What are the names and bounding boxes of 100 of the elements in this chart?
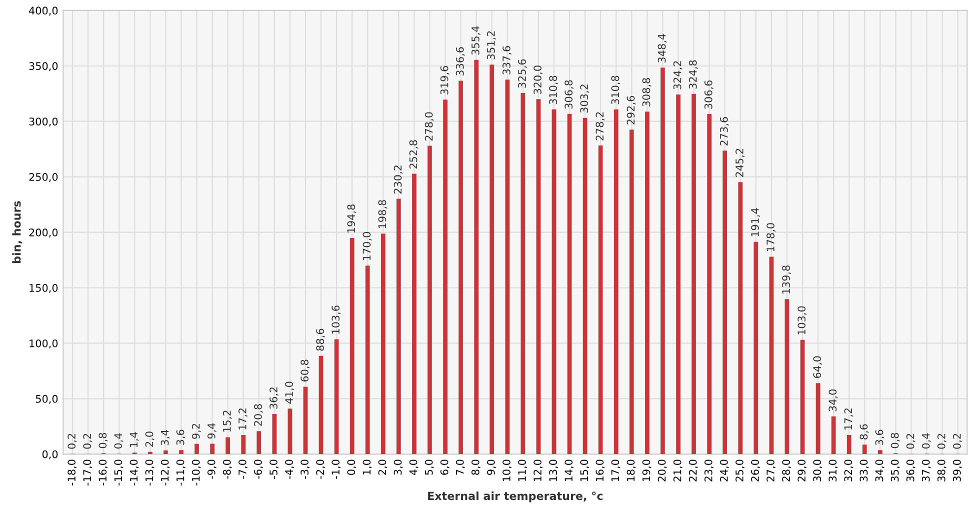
- x-tick-label: 22,0: [688, 460, 698, 482]
- bar: [288, 408, 292, 454]
- x-tick-label: 8,0: [471, 460, 480, 475]
- bar: [194, 444, 199, 454]
- data-label: 0,8: [98, 432, 108, 448]
- data-label: 3,6: [176, 430, 186, 445]
- x-tick-label: 29,0: [798, 460, 807, 482]
- data-label: 292,6: [626, 96, 636, 124]
- y-axis-title: bin, hours: [12, 201, 22, 264]
- data-label: 336,6: [456, 47, 465, 76]
- x-tick-label: 37,0: [922, 460, 931, 482]
- bar: [520, 92, 526, 454]
- data-label: 17,2: [238, 408, 248, 430]
- x-tick-label: -13,0: [145, 460, 154, 486]
- bar: [567, 114, 572, 454]
- x-tick-label: -17,0: [83, 460, 92, 486]
- data-label: 64,0: [813, 356, 822, 378]
- data-label: 20,8: [254, 404, 263, 426]
- x-tick-label: 39,0: [952, 460, 962, 482]
- x-tick-label: -9,0: [207, 460, 216, 479]
- bar: [816, 383, 820, 454]
- x-tick-label: 21,0: [673, 460, 682, 482]
- data-label: 0,2: [937, 434, 946, 449]
- data-label: 351,2: [487, 31, 496, 60]
- y-tick-label: 350,0: [29, 62, 58, 72]
- data-label: 2,0: [145, 432, 154, 447]
- bar: [226, 437, 230, 454]
- data-label: 320,0: [534, 66, 543, 94]
- data-label: 278,0: [424, 112, 434, 141]
- data-label: 306,6: [704, 80, 714, 109]
- x-tick-label: 33,0: [860, 460, 869, 482]
- x-tick-label: -6,0: [254, 460, 263, 479]
- x-tick-label: 14,0: [564, 460, 574, 482]
- bar: [738, 182, 743, 454]
- x-tick-label: 20,0: [658, 460, 667, 482]
- y-tick-label: 300,0: [29, 118, 58, 127]
- x-tick-label: 3,0: [394, 460, 403, 475]
- bar: [707, 114, 712, 454]
- x-tick-label: 19,0: [642, 460, 652, 482]
- data-label: 0,4: [114, 433, 124, 449]
- data-label: 0,4: [922, 433, 931, 449]
- data-label: 34,0: [828, 389, 838, 412]
- bar: [754, 242, 758, 454]
- x-tick-label: 12,0: [534, 460, 543, 482]
- data-label: 0,2: [68, 434, 77, 449]
- x-tick-label: 6,0: [440, 460, 450, 475]
- data-label: 337,6: [502, 46, 512, 74]
- data-label: 170,0: [362, 232, 372, 260]
- data-label: 355,4: [471, 26, 480, 55]
- x-tick-label: -12,0: [160, 460, 170, 486]
- x-tick-label: -1,0: [332, 460, 341, 479]
- bar: [256, 431, 262, 454]
- data-label: 15,2: [222, 410, 232, 432]
- bar: [505, 80, 510, 454]
- data-label: 9,4: [207, 423, 216, 439]
- data-label: 245,2: [736, 148, 744, 177]
- x-tick-label: 28,0: [782, 460, 792, 482]
- data-label: 139,8: [782, 266, 792, 294]
- bar: [645, 112, 650, 454]
- x-tick-label: 16,0: [596, 460, 605, 482]
- x-tick-label: -15,0: [114, 460, 124, 486]
- bar: [443, 100, 448, 454]
- x-tick-label: -11,0: [176, 460, 186, 486]
- data-label: 0,2: [83, 434, 92, 449]
- x-tick-label: -4,0: [285, 460, 294, 479]
- x-tick-label: -16,0: [98, 460, 108, 486]
- y-tick-label: 250,0: [29, 173, 58, 182]
- y-tick-label: 100,0: [30, 339, 58, 348]
- x-tick-label: -5,0: [270, 460, 278, 479]
- x-tick-label: 34,0: [875, 460, 884, 482]
- x-tick-label: 26,0: [751, 460, 760, 482]
- x-tick-label: 11,0: [518, 460, 528, 482]
- x-tick-label: 7,0: [456, 460, 465, 475]
- data-label: 303,2: [580, 84, 590, 113]
- bar: [598, 146, 603, 454]
- bar: [722, 150, 728, 454]
- y-tick-label: 0,0: [42, 450, 58, 460]
- x-tick-label: 27,0: [766, 460, 776, 482]
- bar: [474, 60, 479, 454]
- bar: [318, 356, 324, 454]
- data-label: 198,8: [378, 200, 388, 228]
- data-label: 9,2: [192, 424, 201, 439]
- data-label: 1,4: [130, 432, 139, 448]
- x-tick-label: 0,0: [347, 460, 356, 475]
- bar: [272, 414, 277, 454]
- x-tick-label: -7,0: [238, 460, 248, 479]
- x-tick-label: 5,0: [424, 460, 434, 475]
- bar: [629, 130, 634, 454]
- data-label: 273,6: [720, 117, 729, 146]
- bar: [412, 174, 416, 454]
- data-label: 310,8: [611, 76, 620, 104]
- data-label: 325,6: [518, 59, 528, 88]
- x-tick-label: 2,0: [378, 460, 388, 475]
- x-tick-label: 13,0: [549, 460, 558, 482]
- bar: [769, 256, 774, 454]
- bar: [334, 339, 339, 454]
- data-label: 3,4: [160, 430, 170, 446]
- data-label: 103,6: [332, 306, 341, 334]
- data-label: 194,8: [347, 204, 356, 232]
- data-label: 324,2: [673, 61, 682, 90]
